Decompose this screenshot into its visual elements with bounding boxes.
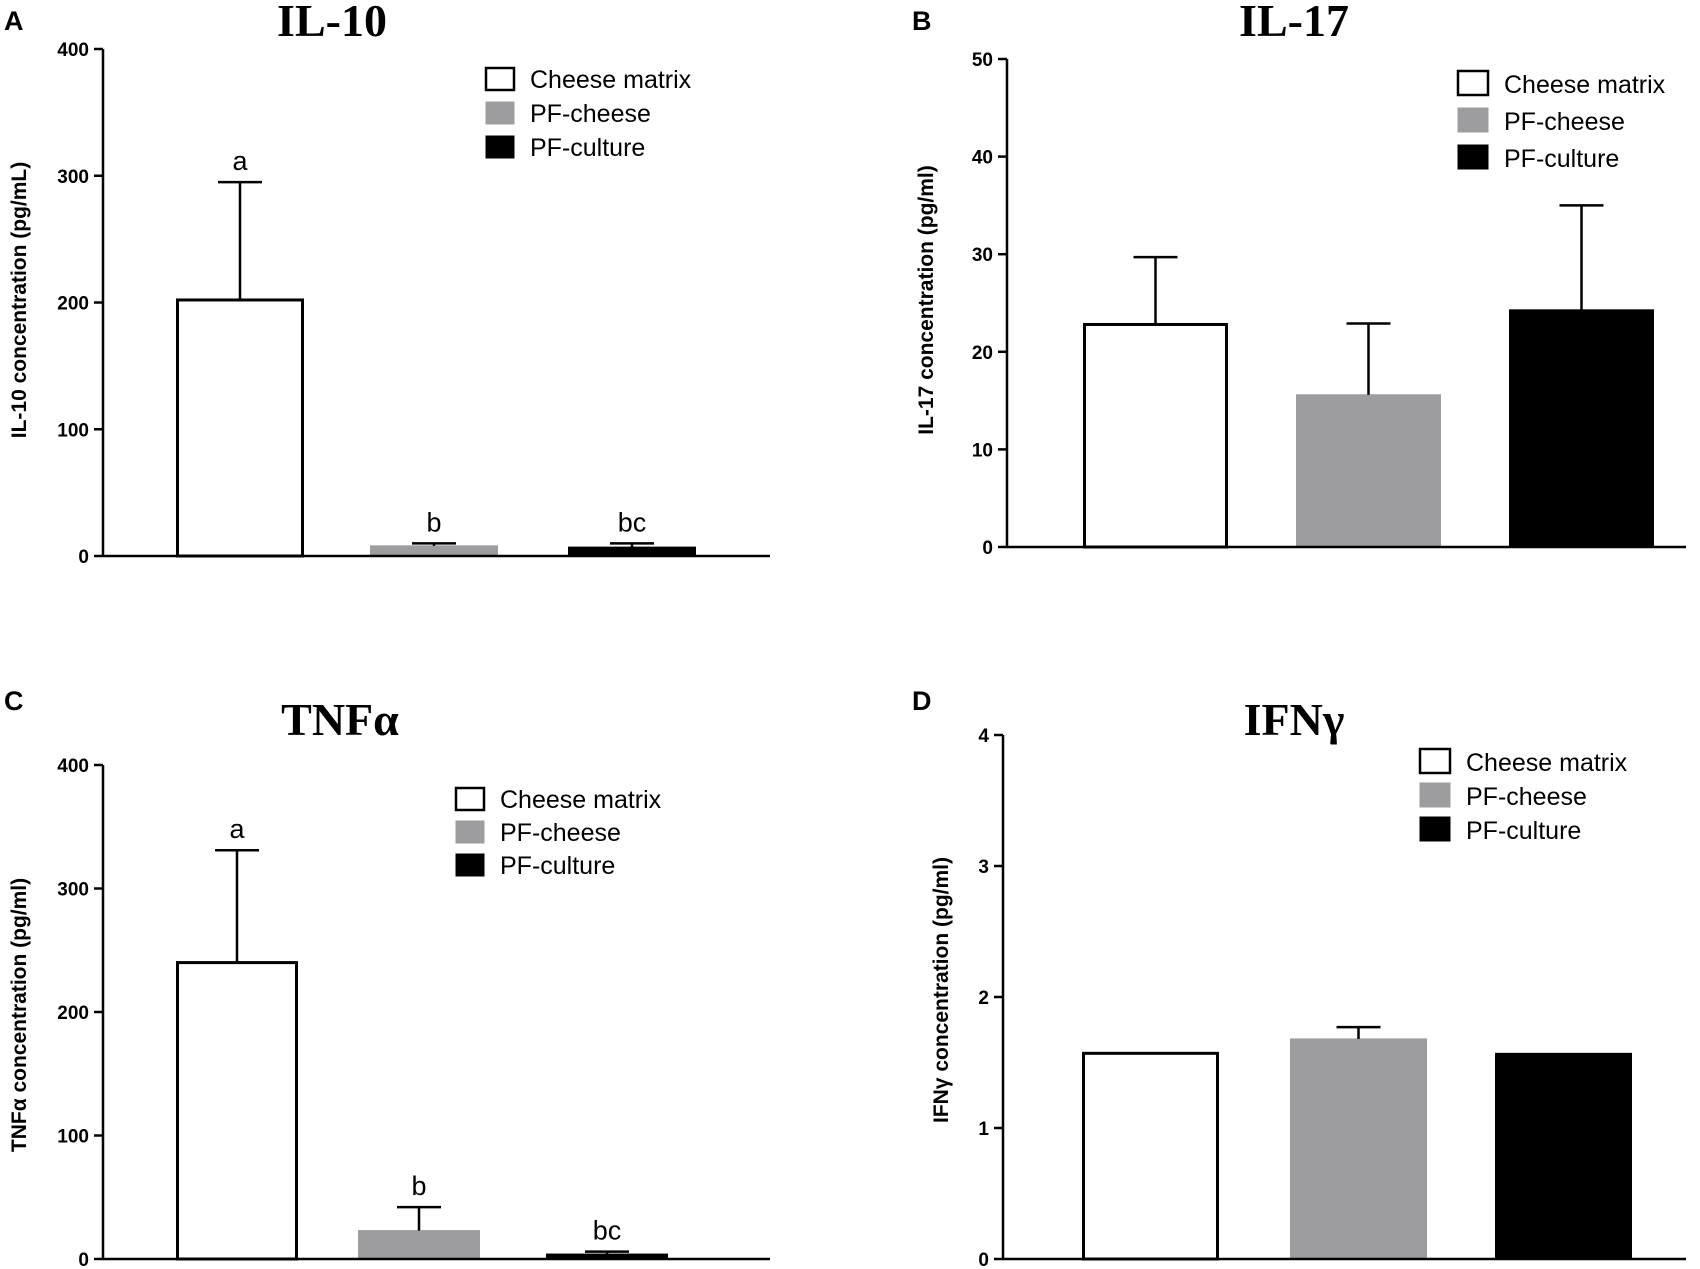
significance-label: b [411, 1171, 426, 1201]
y-tick-label: 2 [978, 988, 989, 1009]
legend-swatch [1418, 747, 1452, 775]
bar-pf-cheese [358, 1230, 480, 1260]
panel-letter: D [912, 686, 932, 716]
legend-swatch [455, 853, 485, 877]
bar-pf-cheese [370, 545, 498, 557]
chart-title: IL-17 [1239, 0, 1349, 46]
y-axis-label: IFNγ concentration (pg/ml) [930, 857, 953, 1123]
legend-swatch [485, 101, 515, 125]
significance-label: bc [618, 507, 647, 537]
y-tick-label: 0 [78, 547, 89, 568]
y-tick-label: 0 [78, 1250, 89, 1269]
legend: Cheese matrix PF-cheese PF-culture [1456, 69, 1666, 173]
legend-swatch [1419, 816, 1451, 842]
legend: Cheese matrix PF-cheese PF-culture [454, 786, 662, 880]
legend-swatch [1456, 69, 1490, 97]
panel-letter: A [4, 6, 24, 36]
y-tick-label: 0 [978, 1250, 989, 1269]
chart-title: IFNγ [1244, 694, 1345, 745]
y-tick-label: 3 [978, 857, 989, 878]
y-axis-label: TNFα concentration (pg/ml) [8, 878, 31, 1152]
legend-swatch [455, 820, 485, 844]
y-tick-label: 200 [57, 294, 89, 315]
significance-label: bc [593, 1216, 622, 1246]
y-tick-label: 30 [972, 245, 993, 266]
y-tick-label: 4 [978, 726, 989, 747]
panel-letter: B [912, 6, 932, 36]
legend-label: PF-cheese [1504, 108, 1625, 136]
legend-swatch [454, 786, 486, 812]
y-tick-label: 0 [982, 538, 993, 559]
legend-swatch [1457, 107, 1489, 133]
y-tick-label: 10 [972, 440, 993, 461]
legend-swatch [484, 66, 516, 92]
bar-pf-culture [568, 546, 696, 557]
y-tick-label: 50 [972, 50, 993, 71]
chart-title: TNFα [281, 694, 399, 745]
bar-pf-cheese [1296, 394, 1441, 548]
y-tick-label: 40 [972, 148, 993, 169]
legend-label: PF-culture [500, 852, 615, 880]
bar-cheese-matrix [1083, 322, 1228, 549]
legend-label: Cheese matrix [1504, 71, 1666, 99]
y-tick-label: 1 [978, 1119, 989, 1140]
y-tick-label: 300 [57, 167, 89, 188]
legend-label: PF-cheese [500, 819, 621, 847]
legend-label: Cheese matrix [530, 66, 692, 94]
y-tick-label: 400 [57, 40, 89, 61]
legend-swatch [1457, 144, 1489, 170]
chart-panel-c: C TNFα TNFα concentration (pg/ml) a b bc 0 100 2… [4, 686, 770, 1269]
bar-pf-culture [1495, 1052, 1632, 1260]
bar-cheese-matrix [1082, 1051, 1219, 1261]
panel-letter: C [4, 686, 24, 716]
legend-swatch [1419, 782, 1451, 808]
significance-label: b [426, 507, 441, 537]
y-tick-label: 20 [972, 343, 993, 364]
legend-label: Cheese matrix [1466, 749, 1628, 777]
y-axis-label: IL-17 concentration (pg/ml) [915, 165, 938, 435]
legend-label: PF-cheese [1466, 783, 1587, 811]
bar-cheese-matrix [176, 298, 304, 558]
legend-label: PF-culture [1466, 817, 1581, 845]
y-tick-label: 300 [57, 880, 89, 901]
bar-pf-cheese [1290, 1038, 1427, 1260]
significance-label: a [229, 814, 245, 844]
legend-label: PF-cheese [530, 100, 651, 128]
legend-swatch [485, 135, 515, 159]
legend-label: PF-culture [530, 134, 645, 162]
y-tick-label: 100 [57, 1127, 89, 1148]
y-tick-label: 100 [57, 420, 89, 441]
bar-cheese-matrix [176, 961, 298, 1261]
significance-label: a [232, 146, 248, 176]
legend: Cheese matrix PF-cheese PF-culture [1418, 747, 1628, 845]
legend-label: PF-culture [1504, 145, 1619, 173]
chart-title: IL-10 [277, 0, 387, 46]
chart-panel-d: D IFNγ IFNγ concentration (pg/ml) 0 1 2 3 4 Chee… [912, 686, 1686, 1269]
bar-pf-culture [1509, 309, 1654, 548]
legend: Cheese matrix PF-cheese PF-culture [484, 66, 692, 162]
y-tick-label: 200 [57, 1003, 89, 1024]
y-tick-label: 400 [57, 756, 89, 777]
chart-panel-b: B IL-17 IL-17 concentration (pg/ml) 0 10 20 30… [912, 0, 1686, 559]
legend-label: Cheese matrix [500, 786, 662, 814]
chart-panel-a: A IL-10 IL-10 concentration (pg/mL) a b bc 0 10… [4, 0, 770, 568]
y-axis-label: IL-10 concentration (pg/mL) [8, 162, 31, 439]
